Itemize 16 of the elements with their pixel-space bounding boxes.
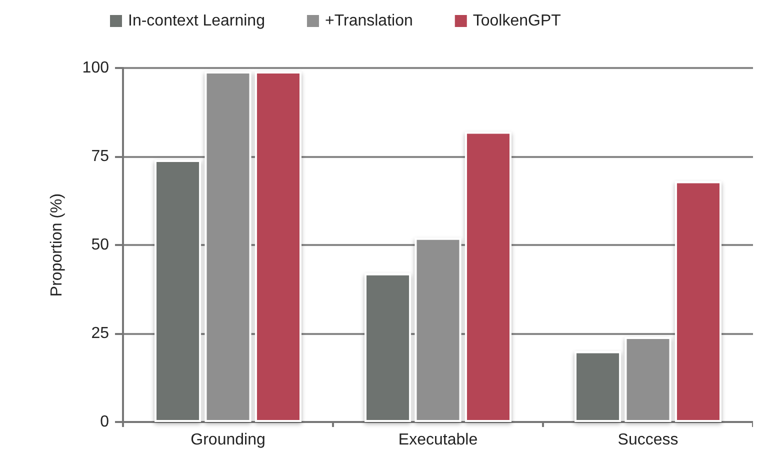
bar (674, 181, 722, 422)
bar (624, 337, 672, 422)
x-tick-label: Executable (398, 432, 478, 448)
y-tick-label: 50 (91, 236, 110, 254)
legend-label: In-context Learning (128, 12, 265, 30)
x-tick-label: Grounding (190, 432, 266, 448)
bar (464, 132, 512, 422)
x-tick-label: Success (618, 432, 678, 448)
y-tick-label: 25 (91, 325, 110, 342)
legend-label: ToolkenGPT (472, 12, 562, 30)
bar (254, 72, 302, 422)
y-tick-label: 100 (82, 60, 110, 76)
legend-label: +Translation (324, 12, 413, 30)
y-tick-label: 0 (100, 414, 110, 430)
y-tick-label: 75 (91, 148, 110, 165)
y-axis-title: Proportion (%) (48, 193, 66, 297)
